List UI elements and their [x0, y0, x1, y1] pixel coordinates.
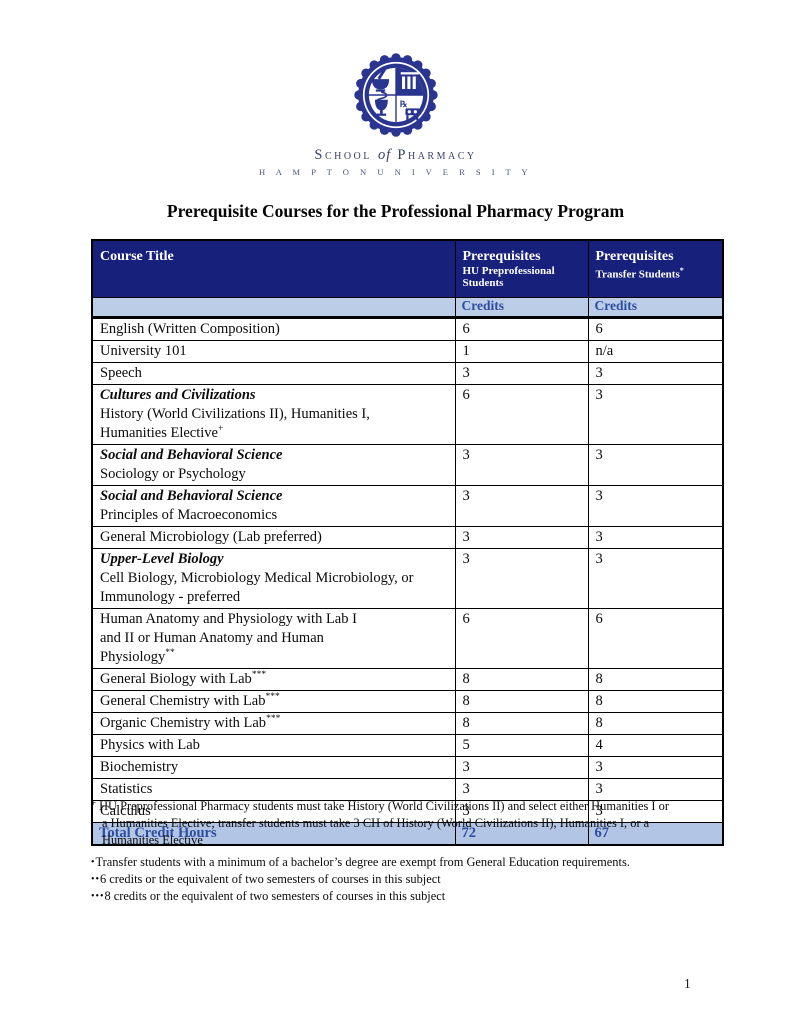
table-row: General Chemistry with Lab*** 8 8 — [91, 690, 724, 713]
transfer-credits-cell: 3 — [587, 485, 724, 527]
table-row: General Microbiology (Lab preferred) 3 3 — [91, 526, 724, 549]
course-table-body: English (Written Composition) 6 6 Universit… — [91, 317, 724, 823]
table-row: English (Written Composition) 6 6 — [91, 317, 724, 341]
hu-credits-cell: 1 — [454, 340, 589, 363]
course-title-cell: Statistics — [91, 778, 456, 801]
table-row: Social and Behavioral Science Sociology o… — [91, 444, 724, 486]
transfer-credits-cell: 3 — [587, 800, 724, 823]
transfer-credits-cell: 3 — [587, 756, 724, 779]
hu-credits-cell: 6 — [454, 608, 589, 669]
hu-credits-cell: 8 — [454, 668, 589, 691]
footnotes: + HU Preprofessional Pharmacy students mu… — [91, 795, 756, 905]
transfer-credits-cell: 3 — [587, 444, 724, 486]
table-row: Social and Behavioral Science Principles … — [91, 485, 724, 527]
course-title-cell: Cultures and Civilizations History (World… — [91, 384, 456, 445]
credits-label-transfer: Credits — [587, 297, 724, 319]
table-row: Physics with Lab 5 4 — [91, 734, 724, 757]
table-row: Calculus 3 3 — [91, 800, 724, 823]
logo-block: ℞ School of Pharmacy H A M P T O N U N I… — [0, 52, 791, 177]
course-title-cell: General Biology with Lab*** — [91, 668, 456, 691]
header-hu-preprofessional: Prerequisites HU Preprofessional Student… — [454, 239, 589, 298]
course-title-cell: Speech — [91, 362, 456, 385]
credits-subheader-row: Credits Credits — [91, 297, 724, 319]
footnote-marker: •• — [91, 874, 101, 885]
table-row: Upper-Level Biology Cell Biology, Microbi… — [91, 548, 724, 609]
transfer-credits-cell: 6 — [587, 317, 724, 341]
footnote-marker: + — [91, 798, 97, 808]
course-title-cell: Biochemistry — [91, 756, 456, 779]
hu-credits-cell: 8 — [454, 712, 589, 735]
course-title-cell: English (Written Composition) — [91, 317, 456, 341]
total-credit-hours-row: Total Credit Hours 72 67 — [91, 822, 724, 846]
credits-empty-cell — [91, 297, 456, 319]
page-number: 1 — [684, 976, 691, 991]
header-transfer-students: Prerequisites Transfer Students* — [587, 239, 724, 298]
table-row: General Biology with Lab*** 8 8 — [91, 668, 724, 691]
course-title-cell: General Microbiology (Lab preferred) — [91, 526, 456, 549]
hu-credits-cell: 3 — [454, 485, 589, 527]
table-header-row: Course Title Prerequisites HU Preprofess… — [91, 239, 724, 298]
logo-university-name: H A M P T O N U N I V E R S I T Y — [258, 167, 533, 177]
hu-credits-cell: 6 — [454, 317, 589, 341]
table-row: Organic Chemistry with Lab*** 8 8 — [91, 712, 724, 735]
transfer-credits-cell: 3 — [587, 548, 724, 609]
course-title-cell: General Chemistry with Lab*** — [91, 690, 456, 713]
hu-credits-cell: 3 — [454, 548, 589, 609]
transfer-credits-cell: 4 — [587, 734, 724, 757]
footnote-marker: ••• — [91, 891, 105, 902]
course-title-cell: Social and Behavioral Science Sociology o… — [91, 444, 456, 486]
transfer-credits-cell: 8 — [587, 712, 724, 735]
hu-credits-cell: 3 — [454, 362, 589, 385]
course-title-cell: Upper-Level Biology Cell Biology, Microbi… — [91, 548, 456, 609]
course-title-cell: Organic Chemistry with Lab*** — [91, 712, 456, 735]
table-row: Biochemistry 3 3 — [91, 756, 724, 779]
svg-text:℞: ℞ — [399, 99, 407, 109]
school-of-pharmacy-seal-icon: ℞ — [353, 53, 438, 137]
table-row: University 101 1 n/a — [91, 340, 724, 363]
credits-label-hu: Credits — [454, 297, 589, 319]
prerequisite-courses-table: Course Title Prerequisites HU Preprofess… — [91, 239, 724, 846]
table-row: Speech 3 3 — [91, 362, 724, 385]
footnote-marker: • — [91, 857, 96, 868]
transfer-credits-cell: 8 — [587, 690, 724, 713]
transfer-students-footnote-mark: * — [679, 266, 684, 275]
footnote: •••8 credits or the equivalent of two se… — [91, 889, 446, 903]
hu-credits-cell: 3 — [454, 756, 589, 779]
footnote: ••6 credits or the equivalent of two sem… — [91, 872, 441, 886]
hu-credits-cell: 8 — [454, 690, 589, 713]
hu-credits-cell: 5 — [454, 734, 589, 757]
transfer-credits-cell: 8 — [587, 668, 724, 691]
transfer-credits-cell: 3 — [587, 526, 724, 549]
transfer-credits-cell: n/a — [587, 340, 724, 363]
course-title-cell: University 101 — [91, 340, 456, 363]
document-title: Prerequisite Courses for the Professiona… — [166, 201, 625, 221]
logo-school-name: School of Pharmacy — [314, 147, 477, 163]
course-title-cell: Calculus — [91, 800, 456, 823]
footnote: •Transfer students with a minimum of a b… — [91, 855, 630, 869]
table-row: Statistics 3 3 — [91, 778, 724, 801]
table-row: Cultures and Civilizations History (World… — [91, 384, 724, 445]
hu-credits-cell: 3 — [454, 526, 589, 549]
hu-credits-cell: 3 — [454, 444, 589, 486]
transfer-credits-cell: 3 — [587, 384, 724, 445]
transfer-credits-cell: 3 — [587, 362, 724, 385]
header-course-title: Course Title — [91, 239, 456, 298]
transfer-credits-cell: 6 — [587, 608, 724, 669]
total-transfer-value: 67 — [587, 822, 724, 846]
total-label: Total Credit Hours — [91, 822, 456, 846]
course-title-cell: Social and Behavioral Science Principles … — [91, 485, 456, 527]
footnote: + HU Preprofessional Pharmacy students mu… — [91, 798, 669, 847]
course-title-cell: Physics with Lab — [91, 734, 456, 757]
hu-credits-cell: 6 — [454, 384, 589, 445]
